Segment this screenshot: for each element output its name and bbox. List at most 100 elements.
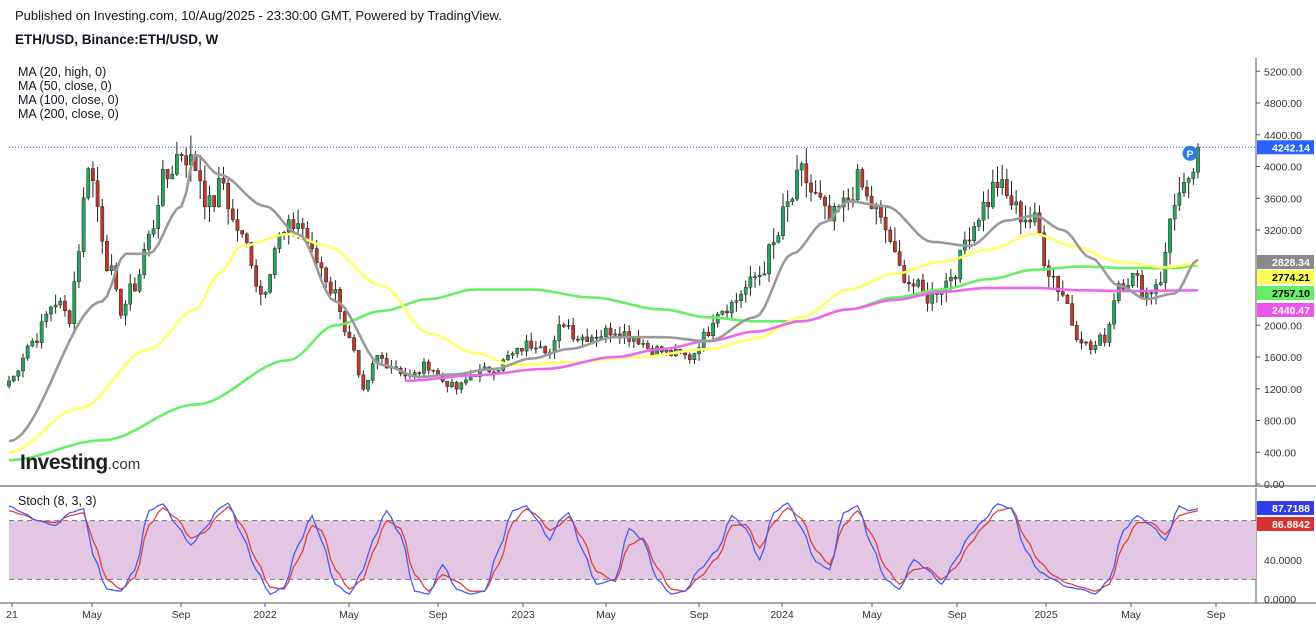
candle-body [785,201,790,207]
candle-body [310,242,314,249]
candle-body [767,244,771,275]
candle-body [888,229,893,242]
candle-body [911,283,916,287]
candle-body [739,293,743,301]
candle-body [380,355,384,359]
ma50-legend[interactable]: MA (50, close, 0) [18,79,112,93]
candle-body [734,300,739,303]
candle-body [258,285,263,295]
candle-body [39,321,44,343]
ma100-line [8,263,1199,462]
stoch-d-tag: 86.8842 [1272,519,1310,531]
candle-body [1004,179,1009,196]
time-tick-label: 2025 [1034,609,1058,621]
candle-body [1093,345,1098,350]
candle-body [1070,303,1074,326]
pin-marker-icon [1182,145,1198,161]
ma200-tag: 2440.47 [1272,305,1310,317]
stoch-d-line [8,506,1199,593]
candle-body [571,325,576,340]
stoch-tick-label: 0.0000 [1264,594,1296,606]
candle-body [328,281,333,294]
candle-body [16,370,21,377]
candle-body [534,347,538,350]
candle-body [119,288,123,316]
candle-body [450,382,454,387]
candle-body [314,248,319,263]
candle-body [720,310,725,315]
candle-body [296,223,300,229]
candle-body [953,277,958,280]
candle-body [1009,195,1014,206]
candle-body [613,333,618,336]
price-tick-label: 400.00 [1264,447,1296,459]
candle-body [860,169,865,188]
time-tick-label: 2023 [511,609,535,621]
candle-body [454,382,459,390]
ma200-legend[interactable]: MA (200, close, 0) [18,107,119,121]
logo-suffix-text: .com [107,456,141,473]
candle-body [1018,201,1023,223]
stoch-k-line [8,502,1199,595]
candle-body [21,357,25,372]
candle-body [967,239,972,242]
candle-body [179,153,184,156]
candle-body [123,303,128,316]
candle-body [855,169,860,201]
candle-body [58,300,63,306]
price-tick-label: 4000.00 [1264,162,1302,174]
candle-body [156,205,161,229]
candle-body [585,336,590,343]
price-tick-label: 3200.00 [1264,225,1302,237]
ma20-tag-bg [1257,255,1314,269]
candle-body [230,208,235,220]
candle-body [566,325,571,327]
candle-body [799,163,804,171]
candle-body [11,375,16,382]
candle-body [67,310,72,324]
candle-body [161,168,165,206]
candle-body [1172,204,1177,220]
ma100-legend[interactable]: MA (100, close, 0) [18,93,119,107]
candle-body [1056,275,1060,292]
candle-body [95,180,100,207]
candle-body [692,353,697,360]
candle-body [445,381,450,387]
candle-body [795,169,799,200]
ma20-line [8,152,1199,443]
candle-body [319,262,324,269]
candle-body [244,233,249,243]
candle-body [687,354,692,360]
ma20-legend[interactable]: MA (20, high, 0) [18,65,107,79]
pin-marker-label: P [1186,148,1193,160]
candle-body [949,277,953,282]
candle-body [1032,212,1037,223]
candle-body [77,251,81,282]
candle-body [529,340,534,349]
candle-body [44,313,49,323]
candle-body [1107,323,1112,343]
candle-body [272,248,277,275]
candle-body [762,273,767,276]
candle-body [1154,284,1158,294]
candle-body [431,369,436,372]
candle-body [100,206,105,242]
time-tick-label: Sep [172,609,191,621]
candle-body [86,168,91,199]
ma100-tag-bg [1257,286,1314,300]
time-tick-label: Sep [690,609,709,621]
time-tick-label: Sep [429,609,448,621]
ma50-tag: 2774.21 [1272,272,1310,284]
indicator-legend: MA (20, high, 0) MA (50, close, 0) MA (1… [18,65,119,121]
candle-body [645,343,650,349]
candle-body [995,181,1000,188]
candle-body [1149,292,1154,295]
candle-body [580,336,585,341]
candle-body [1079,339,1084,344]
candle-body [268,274,272,293]
candle-body [226,182,230,210]
stoch-legend[interactable]: Stoch (8, 3, 3) [18,494,97,508]
candle-body [137,274,142,292]
time-tick-label: May [862,609,883,621]
